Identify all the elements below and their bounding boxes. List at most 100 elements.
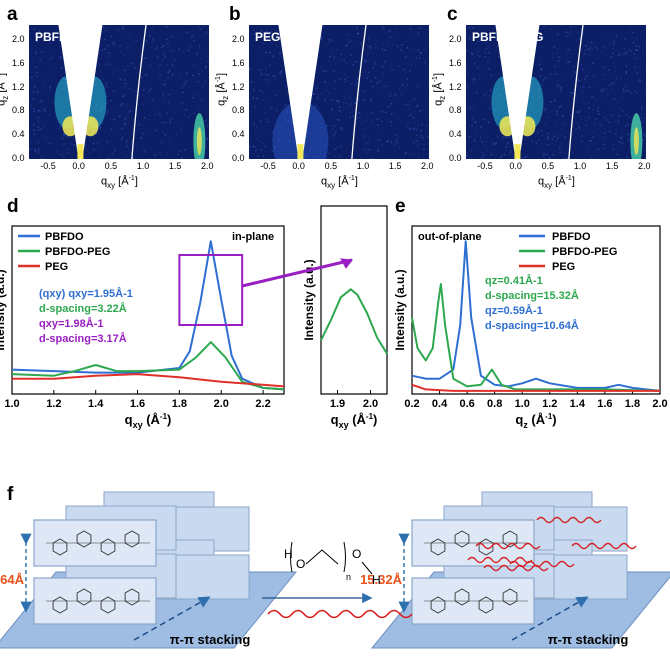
noise-speckle	[645, 117, 646, 119]
peak-annotation: qz=0.41Å-1	[485, 274, 543, 287]
noise-speckle	[33, 124, 35, 126]
noise-speckle	[167, 76, 169, 79]
noise-speckle	[413, 128, 415, 130]
noise-speckle	[381, 110, 384, 113]
noise-speckle	[253, 89, 255, 91]
noise-speckle	[255, 126, 258, 129]
noise-speckle	[335, 80, 337, 82]
noise-speckle	[92, 142, 95, 145]
noise-speckle	[171, 118, 174, 120]
legend-label: PBFDO-PEG	[45, 246, 110, 258]
noise-speckle	[561, 124, 563, 126]
bracket-right	[343, 541, 346, 573]
noise-speckle	[142, 103, 145, 105]
noise-speckle	[612, 41, 615, 43]
noise-speckle	[37, 149, 39, 152]
noise-speckle	[407, 103, 409, 106]
noise-speckle	[144, 117, 146, 119]
noise-speckle	[127, 46, 129, 49]
noise-speckle	[200, 100, 203, 102]
giwaxs-y-axis-unit-close: ]	[432, 72, 445, 77]
panel-c-letter: c	[447, 4, 458, 25]
noise-speckle	[386, 140, 389, 142]
noise-speckle	[333, 125, 336, 128]
noise-speckle	[265, 67, 267, 70]
noise-speckle	[338, 106, 341, 108]
legend-label: PBFDO-PEG	[552, 246, 617, 258]
noise-speckle	[165, 26, 168, 28]
noise-speckle	[473, 78, 475, 80]
noise-speckle	[135, 145, 138, 147]
noise-speckle	[626, 123, 629, 126]
noise-speckle	[45, 31, 47, 34]
noise-speckle	[141, 77, 143, 79]
noise-speckle	[156, 56, 159, 58]
noise-speckle	[35, 52, 38, 55]
noise-speckle	[167, 102, 170, 104]
noise-speckle	[361, 122, 363, 125]
noise-speckle	[588, 54, 590, 56]
noise-speckle	[566, 157, 568, 159]
noise-speckle	[640, 116, 642, 119]
noise-speckle	[192, 35, 194, 37]
noise-speckle	[407, 121, 410, 124]
noise-speckle	[279, 72, 281, 74]
noise-speckle	[121, 127, 123, 130]
noise-speckle	[39, 128, 42, 130]
noise-speckle	[358, 112, 361, 114]
noise-speckle	[625, 65, 628, 67]
noise-speckle	[40, 155, 42, 158]
noise-speckle	[164, 56, 166, 58]
noise-speckle	[467, 72, 470, 75]
noise-speckle	[33, 110, 35, 113]
noise-speckle	[201, 85, 204, 87]
giwaxs-x-tick-label: 2.0	[201, 161, 214, 171]
noise-speckle	[174, 59, 176, 61]
noise-speckle	[125, 142, 127, 144]
noise-speckle	[469, 107, 471, 109]
noise-speckle	[99, 126, 102, 128]
noise-speckle	[621, 146, 623, 149]
noise-speckle	[418, 143, 421, 146]
noise-speckle	[537, 131, 540, 134]
noise-speckle	[156, 47, 158, 49]
noise-speckle	[571, 75, 573, 78]
noise-speckle	[371, 157, 374, 159]
noise-speckle	[626, 90, 629, 92]
noise-speckle	[388, 106, 390, 108]
noise-speckle	[205, 65, 207, 68]
noise-speckle	[364, 142, 366, 144]
noise-speckle	[252, 96, 255, 99]
noise-speckle	[327, 137, 330, 139]
noise-speckle	[619, 53, 621, 55]
molecule-ring	[124, 588, 140, 606]
noise-speckle	[577, 126, 580, 128]
noise-speckle	[612, 148, 615, 150]
noise-speckle	[471, 78, 473, 81]
noise-speckle	[197, 81, 199, 83]
noise-speckle	[259, 69, 262, 72]
noise-speckle	[426, 124, 428, 127]
noise-speckle	[271, 42, 273, 44]
noise-speckle	[365, 152, 367, 154]
noise-speckle	[594, 84, 596, 87]
noise-speckle	[335, 63, 337, 65]
noise-speckle	[423, 143, 425, 146]
noise-speckle	[381, 132, 383, 135]
noise-speckle	[111, 72, 114, 74]
noise-speckle	[54, 37, 57, 39]
noise-speckle	[471, 117, 474, 120]
noise-speckle	[163, 96, 166, 99]
noise-speckle	[145, 74, 148, 76]
noise-speckle	[364, 60, 366, 63]
noise-speckle	[143, 151, 146, 153]
noise-speckle	[271, 107, 273, 109]
noise-speckle	[547, 116, 550, 119]
noise-speckle	[602, 147, 605, 150]
giwaxs-y-tick-label: 1.2	[232, 81, 245, 92]
noise-speckle	[488, 121, 490, 124]
noise-speckle	[105, 82, 108, 85]
noise-speckle	[604, 132, 606, 134]
x-tick-label: 1.4	[570, 398, 586, 410]
giwaxs-x-tick-label: 0.5	[541, 161, 555, 171]
